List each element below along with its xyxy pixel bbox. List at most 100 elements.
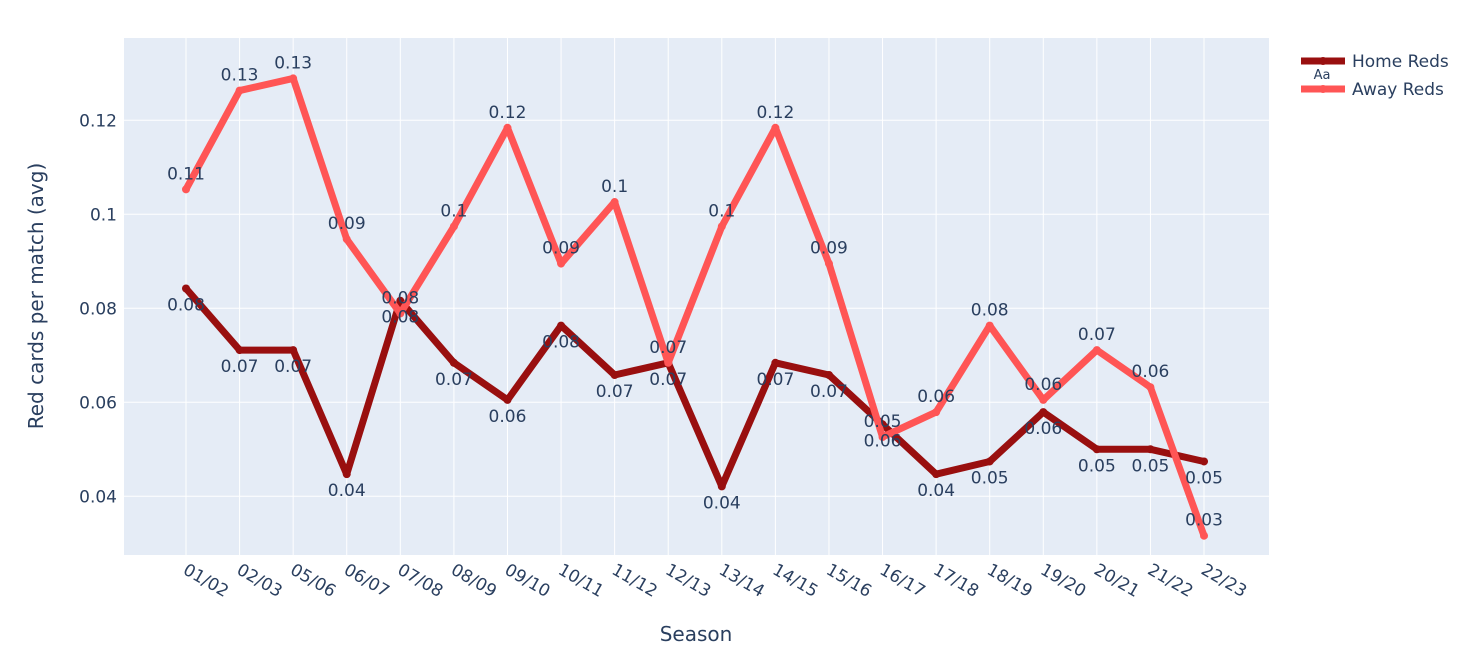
data-label: 0.06 <box>1024 419 1062 439</box>
data-point <box>557 259 566 268</box>
data-label: 0.1 <box>708 201 735 221</box>
data-label: 0.05 <box>864 412 902 432</box>
data-label: 0.08 <box>542 333 580 353</box>
legend-label: Away Reds <box>1352 80 1444 100</box>
series-line-away-reds <box>182 74 1208 540</box>
data-label: 0.12 <box>489 103 527 123</box>
data-label: 0.03 <box>1185 511 1223 531</box>
gridlines <box>124 38 1269 555</box>
data-label: 0.12 <box>756 103 794 123</box>
data-point <box>342 470 351 479</box>
data-point <box>1092 445 1101 454</box>
legend-item-away-reds[interactable]: Away Reds <box>1301 80 1444 100</box>
y-axis-title: Red cards per match (avg) <box>24 163 48 430</box>
x-tick-label: 15/16 <box>822 560 874 602</box>
x-tick-label: 22/23 <box>1198 560 1250 602</box>
data-point <box>824 259 833 268</box>
data-point <box>503 123 512 132</box>
legend-marker-text: Aa <box>1314 68 1331 83</box>
data-point <box>717 222 726 231</box>
x-tick-label: 13/14 <box>715 560 767 602</box>
data-label: 0.07 <box>810 382 848 402</box>
data-label: 0.04 <box>328 481 366 501</box>
x-tick-label: 19/20 <box>1037 560 1089 602</box>
series-lines <box>182 74 1209 540</box>
y-tick-label: 0.08 <box>79 299 117 319</box>
data-label: 0.05 <box>1078 456 1116 476</box>
data-point <box>610 198 619 207</box>
data-point <box>932 470 941 479</box>
x-tick-label: 11/12 <box>608 560 660 602</box>
data-point <box>771 358 780 367</box>
data-label: 0.09 <box>810 239 848 259</box>
legend-label: Home Reds <box>1352 52 1449 72</box>
y-tick-label: 0.06 <box>79 393 117 413</box>
data-point <box>235 86 244 95</box>
data-label: 0.04 <box>917 481 955 501</box>
data-label: 0.07 <box>274 357 312 377</box>
data-label: 0.08 <box>381 308 419 328</box>
y-tick-label: 0.1 <box>90 205 117 225</box>
data-point <box>449 222 458 231</box>
x-tick-label: 21/22 <box>1144 560 1196 602</box>
data-label: 0.13 <box>274 53 312 73</box>
data-point <box>878 433 887 442</box>
data-label: 0.07 <box>649 338 687 358</box>
data-label: 0.06 <box>1132 362 1170 382</box>
data-point <box>235 346 244 355</box>
data-point <box>1146 445 1155 454</box>
data-label: 0.07 <box>435 370 473 390</box>
x-axis-ticks: 01/02 02/03 05/06 06/07 07/08 08/09 09/10 10/11… <box>180 560 1250 602</box>
data-label: 0.07 <box>1078 325 1116 345</box>
legend[interactable]: Home Reds Away Reds Aa <box>1301 52 1449 100</box>
y-tick-label: 0.12 <box>79 111 117 131</box>
x-tick-label: 05/06 <box>287 560 339 602</box>
series-line-home-reds <box>182 285 1208 490</box>
legend-item-home-reds[interactable]: Home Reds <box>1301 52 1449 72</box>
data-label: 0.08 <box>167 296 205 316</box>
data-point <box>182 185 190 194</box>
data-point <box>985 321 994 330</box>
data-point <box>396 309 405 318</box>
data-point <box>932 408 941 417</box>
data-point <box>557 321 566 330</box>
x-tick-label: 08/09 <box>447 560 499 602</box>
data-label: 0.06 <box>864 431 902 451</box>
y-axis-ticks: 0.04 0.06 0.08 0.1 0.12 <box>79 111 117 507</box>
x-tick-label: 16/17 <box>876 560 928 602</box>
data-point <box>1039 408 1048 417</box>
data-point <box>1146 383 1155 392</box>
data-label: 0.06 <box>917 387 955 407</box>
data-point <box>1200 457 1209 466</box>
x-tick-label: 07/08 <box>394 560 446 602</box>
data-label: 0.11 <box>167 164 205 184</box>
data-point <box>342 235 351 244</box>
x-tick-label: 10/11 <box>555 560 607 602</box>
data-label: 0.07 <box>221 357 259 377</box>
data-point <box>985 457 994 466</box>
data-point <box>771 123 780 132</box>
x-tick-label: 01/02 <box>180 560 232 602</box>
data-label: 0.07 <box>756 370 794 390</box>
data-label: 0.06 <box>489 407 527 427</box>
data-point <box>824 370 833 379</box>
x-tick-label: 02/03 <box>233 560 285 602</box>
x-tick-label: 14/15 <box>769 560 821 602</box>
y-tick-label: 0.04 <box>79 487 117 507</box>
data-point <box>664 358 673 367</box>
data-label: 0.1 <box>440 201 467 221</box>
data-labels: 0.08 0.07 0.07 0.04 0.08 0.07 0.06 0.08 0.07 0.07… <box>167 53 1223 530</box>
data-label: 0.05 <box>971 468 1009 488</box>
data-label: 0.09 <box>542 239 580 259</box>
data-point <box>503 395 512 404</box>
x-tick-label: 09/10 <box>501 560 553 602</box>
x-tick-label: 17/18 <box>930 560 982 602</box>
data-point <box>449 358 458 367</box>
data-label: 0.1 <box>601 177 628 197</box>
data-point <box>1039 395 1048 404</box>
data-point <box>289 74 298 83</box>
legend-marker <box>1319 57 1327 65</box>
x-tick-label: 12/13 <box>662 560 714 602</box>
data-label: 0.05 <box>1132 456 1170 476</box>
